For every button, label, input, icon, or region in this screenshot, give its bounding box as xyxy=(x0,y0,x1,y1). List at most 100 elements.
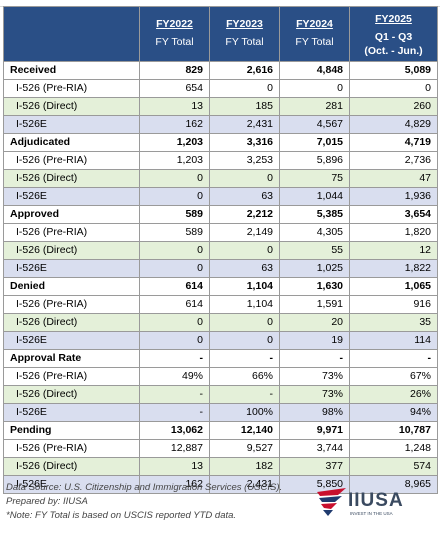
row-label: I-526 (Direct) xyxy=(3,169,140,188)
value-cell: 12,887 xyxy=(139,439,210,458)
section-total-cell: 5,089 xyxy=(349,61,438,80)
value-cell: 614 xyxy=(139,295,210,314)
section-total-cell: 1,203 xyxy=(139,133,210,152)
row-label: I-526E xyxy=(3,187,140,206)
header-fy2024: FY2024 FY Total xyxy=(279,6,350,62)
section-total-cell: 1,104 xyxy=(209,277,280,296)
value-cell: 0 xyxy=(139,259,210,278)
value-cell: 0 xyxy=(209,169,280,188)
value-cell: 916 xyxy=(349,295,438,314)
row-label: I-526 (Direct) xyxy=(3,97,140,116)
row-label: I-526 (Pre-RIA) xyxy=(3,79,140,98)
value-cell: 0 xyxy=(139,187,210,206)
value-cell: 1,591 xyxy=(279,295,350,314)
value-cell: 574 xyxy=(349,457,438,476)
row-label: I-526E xyxy=(3,115,140,134)
row-label: I-526 (Direct) xyxy=(3,313,140,332)
table-row: I-526 (Pre-RIA) 1,203 3,253 5,896 2,736 xyxy=(3,151,438,170)
value-cell: 1,936 xyxy=(349,187,438,206)
value-cell: 0 xyxy=(209,313,280,332)
logo-tagline: INVEST IN THE USA xyxy=(350,511,393,516)
header-fy2025: FY2025 Q1 - Q3 (Oct. - Jun.) xyxy=(349,6,438,62)
section-row: Denied 614 1,104 1,630 1,065 xyxy=(3,277,438,296)
value-cell: 0 xyxy=(139,241,210,260)
section-total-cell: - xyxy=(349,349,438,368)
row-label: I-526 (Pre-RIA) xyxy=(3,439,140,458)
section-row: Received 829 2,616 4,848 5,089 xyxy=(3,61,438,80)
section-total-cell: 4,719 xyxy=(349,133,438,152)
table-row: I-526E 162 2,431 5,850 8,965 xyxy=(3,475,438,494)
header-fy2023: FY2023 FY Total xyxy=(209,6,280,62)
table-row: I-526 (Direct) - -73% 26% xyxy=(3,385,438,404)
value-cell: 1,822 xyxy=(349,259,438,278)
section-row: Pending 13,062 12,140 9,971 10,787 xyxy=(3,421,438,440)
value-cell: 182 xyxy=(209,457,280,476)
value-cell: 20 xyxy=(279,313,350,332)
value-cell: 3,744 xyxy=(279,439,350,458)
row-label: I-526E xyxy=(3,259,140,278)
footer-notes: Data Source: U.S. Citizenship and Immigr… xyxy=(6,481,306,523)
table-row: I-526E 0 0 19 114 xyxy=(3,331,438,350)
table-row: I-526E 0 63 1,044 1,936 xyxy=(3,187,438,206)
table-row: I-526 (Pre-RIA) 49% 66% 73% 67% xyxy=(3,367,438,386)
value-cell: 260 xyxy=(349,97,438,116)
section-total-cell: 10,787 xyxy=(349,421,438,440)
value-cell: 4,829 xyxy=(349,115,438,134)
section-total-cell: 4,848 xyxy=(279,61,350,80)
row-label: I-526 (Direct) xyxy=(3,385,140,404)
value-cell: 4,567 xyxy=(279,115,350,134)
data-source-note: Data Source: U.S. Citizenship and Immigr… xyxy=(6,482,283,493)
value-cell: 281 xyxy=(279,97,350,116)
section-label: Received xyxy=(3,61,140,80)
value-cell: 5,896 xyxy=(279,151,350,170)
section-label: Adjudicated xyxy=(3,133,140,152)
value-cell: 185 xyxy=(209,97,280,116)
table-row: I-526 (Direct) 0 0 75 47 xyxy=(3,169,438,188)
value-cell: 5,850 xyxy=(279,475,350,494)
value-cell: 377 xyxy=(279,457,350,476)
uscis-statistics-table: FY2022 FY Total FY2023 FY Total FY2024 F… xyxy=(3,6,438,494)
row-label: I-526 (Pre-RIA) xyxy=(3,151,140,170)
section-total-cell: 7,015 xyxy=(279,133,350,152)
value-cell: 654 xyxy=(139,79,210,98)
section-label: Pending xyxy=(3,421,140,440)
table-row: I-526E -100% 98% 94% xyxy=(3,403,438,422)
section-total-cell: - xyxy=(209,349,280,368)
value-cell: 162 xyxy=(139,115,210,134)
table-body: Received 829 2,616 4,848 5,089 I-526 (Pre-RIA… xyxy=(3,61,438,494)
table-row: I-526 (Pre-RIA) 589 2,149 4,305 1,820 xyxy=(3,223,438,242)
section-total-cell: 9,971 xyxy=(279,421,350,440)
row-label: I-526 (Direct) xyxy=(3,457,140,476)
value-cell: 0 xyxy=(279,79,350,98)
value-cell: 4,305 xyxy=(279,223,350,242)
row-label: I-526 (Direct) xyxy=(3,241,140,260)
value-cell: 63 xyxy=(209,259,280,278)
table-row: I-526E 0 63 1,025 1,822 xyxy=(3,259,438,278)
row-label: I-526E xyxy=(3,403,140,422)
section-label: Approved xyxy=(3,205,140,224)
value-cell: 8,965 xyxy=(349,475,438,494)
value-cell: 114 xyxy=(349,331,438,350)
section-label: Denied xyxy=(3,277,140,296)
value-cell: 67% xyxy=(349,367,438,386)
header-fy2022: FY2022 FY Total xyxy=(139,6,210,62)
value-cell: 9,527 xyxy=(209,439,280,458)
value-cell: 63 xyxy=(209,187,280,206)
section-total-cell: 1,065 xyxy=(349,277,438,296)
fy-total-note: *Note: FY Total is based on USCIS report… xyxy=(6,510,237,521)
section-label: Approval Rate xyxy=(3,349,140,368)
value-cell: 1,104 xyxy=(209,295,280,314)
section-total-cell: - xyxy=(279,349,350,368)
value-cell: 1,248 xyxy=(349,439,438,458)
value-cell: 0 xyxy=(349,79,438,98)
flag-wing-icon xyxy=(317,488,346,516)
value-cell: 100% xyxy=(209,403,280,422)
value-cell: 1,203 xyxy=(139,151,210,170)
value-cell: 94% xyxy=(349,403,438,422)
value-cell: 35 xyxy=(349,313,438,332)
table-row: I-526E 162 2,431 4,567 4,829 xyxy=(3,115,438,134)
value-cell: 13 xyxy=(139,97,210,116)
section-total-cell: 614 xyxy=(139,277,210,296)
value-cell: - xyxy=(139,385,210,404)
table-row: I-526 (Direct) 0 0 20 35 xyxy=(3,313,438,332)
